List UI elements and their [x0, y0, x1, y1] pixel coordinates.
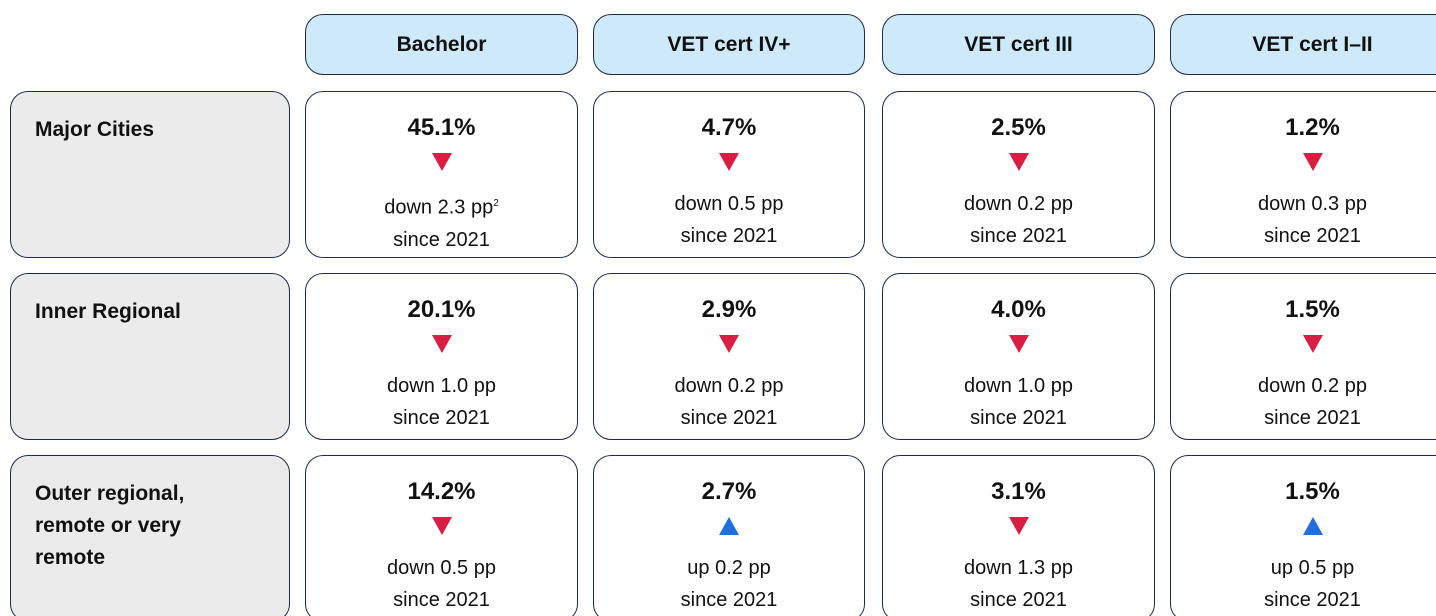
change: down 0.2 pp since 2021	[1171, 370, 1436, 434]
cell-value: 45.1%	[407, 114, 476, 141]
triangle	[1302, 335, 1323, 353]
cell: 4.7% down 0.5 pp since 2021	[593, 91, 865, 258]
cell-value: 1.2%	[1285, 114, 1340, 141]
since-text: since 2021	[970, 407, 1067, 429]
cell-value: 2.9%	[701, 296, 757, 323]
since-text: since 2021	[680, 407, 778, 429]
down-arrow	[1008, 153, 1029, 171]
triangle	[1302, 517, 1323, 535]
triangle	[431, 517, 452, 535]
down-arrow	[431, 335, 452, 353]
change-text: down 1.0 pp	[964, 375, 1073, 397]
change-text: down 0.2 pp	[674, 375, 784, 397]
change-text: up 0.5 pp	[1270, 557, 1355, 579]
down-arrow	[719, 335, 739, 353]
down-arrow	[431, 517, 452, 535]
since-text: since 2021	[393, 407, 490, 429]
row-label: Major Cities	[10, 91, 290, 258]
since-text: since 2021	[1264, 225, 1361, 247]
triangle	[719, 153, 739, 171]
change-text: down 2.3 pp	[384, 196, 494, 219]
cell: 45.1% down 2.3 pp2 since 2021	[305, 91, 578, 258]
since-text: since 2021	[970, 225, 1067, 247]
cell-value: 4.0%	[991, 296, 1046, 323]
column-header: Bachelor	[305, 14, 578, 75]
column-header: VET cert III	[882, 14, 1155, 75]
change-text: down 0.2 pp	[1258, 375, 1367, 397]
down-arrow	[431, 153, 452, 171]
since-text: since 2021	[1264, 589, 1361, 611]
cell: 1.2% down 0.3 pp since 2021	[1170, 91, 1436, 258]
change-text: down 1.3 pp	[964, 557, 1073, 579]
down-arrow	[1008, 335, 1029, 353]
change: down 0.2 pp since 2021	[883, 188, 1154, 252]
cell: 20.1% down 1.0 pp since 2021	[305, 273, 578, 440]
since-text: since 2021	[680, 225, 778, 247]
cell-value: 1.5%	[1285, 478, 1340, 505]
row-label-text: Inner Regional	[35, 300, 181, 323]
triangle	[431, 153, 452, 171]
change: down 0.5 pp since 2021	[306, 552, 577, 616]
change: up 0.2 pp since 2021	[594, 552, 864, 616]
since-text: since 2021	[970, 589, 1067, 611]
cell-value: 2.7%	[701, 478, 757, 505]
triangle	[719, 335, 739, 353]
change: down 0.3 pp since 2021	[1171, 188, 1436, 252]
column-header: VET cert IV+	[593, 14, 865, 75]
column-header: VET cert I–II	[1170, 14, 1436, 75]
row-label: Inner Regional	[10, 273, 290, 440]
triangle	[1008, 335, 1029, 353]
footnote: 2	[493, 198, 499, 209]
change-text: down 0.5 pp	[387, 557, 496, 579]
cell: 4.0% down 1.0 pp since 2021	[882, 273, 1155, 440]
since-text: since 2021	[393, 589, 490, 611]
row-label-text: Outer regional, remote or very remote	[35, 482, 185, 569]
up-arrow	[1302, 517, 1323, 535]
cell: 1.5% down 0.2 pp since 2021	[1170, 273, 1436, 440]
change-text: down 0.2 pp	[964, 193, 1073, 215]
change-text: down 0.5 pp	[674, 193, 784, 215]
change: down 0.5 pp since 2021	[594, 188, 864, 252]
change-text: down 1.0 pp	[387, 375, 496, 397]
triangle	[1008, 517, 1029, 535]
down-arrow	[719, 153, 739, 171]
change: down 0.2 pp since 2021	[594, 370, 864, 434]
since-text: since 2021	[680, 589, 778, 611]
change-text: down 0.3 pp	[1258, 193, 1367, 215]
cell-value: 14.2%	[407, 478, 476, 505]
down-arrow	[1302, 335, 1323, 353]
cell-value: 4.7%	[701, 114, 757, 141]
cell: 2.9% down 0.2 pp since 2021	[593, 273, 865, 440]
cell: 1.5% up 0.5 pp since 2021	[1170, 455, 1436, 616]
triangle	[1008, 153, 1029, 171]
change: up 0.5 pp since 2021	[1171, 552, 1436, 616]
change-text: up 0.2 pp	[687, 557, 771, 579]
down-arrow	[1302, 153, 1323, 171]
row-label-text: Major Cities	[35, 118, 155, 141]
cell-value: 20.1%	[407, 296, 476, 323]
triangle	[1302, 153, 1323, 171]
change: down 1.3 pp since 2021	[883, 552, 1154, 616]
change: down 1.0 pp since 2021	[883, 370, 1154, 434]
since-text: since 2021	[1264, 407, 1361, 429]
cell: 3.1% down 1.3 pp since 2021	[882, 455, 1155, 616]
row-label: Outer regional, remote or very remote	[10, 455, 290, 616]
cell: 14.2% down 0.5 pp since 2021	[305, 455, 578, 616]
cell-value: 2.5%	[991, 114, 1046, 141]
down-arrow	[1008, 517, 1029, 535]
cell-value: 3.1%	[991, 478, 1046, 505]
up-arrow	[719, 517, 739, 535]
change: down 2.3 pp2 since 2021	[306, 188, 577, 256]
cell: 2.7% up 0.2 pp since 2021	[593, 455, 865, 616]
since-text: since 2021	[393, 228, 490, 251]
triangle	[719, 517, 739, 535]
cell-value: 1.5%	[1285, 296, 1340, 323]
triangle	[431, 335, 452, 353]
cell: 2.5% down 0.2 pp since 2021	[882, 91, 1155, 258]
change: down 1.0 pp since 2021	[306, 370, 577, 434]
